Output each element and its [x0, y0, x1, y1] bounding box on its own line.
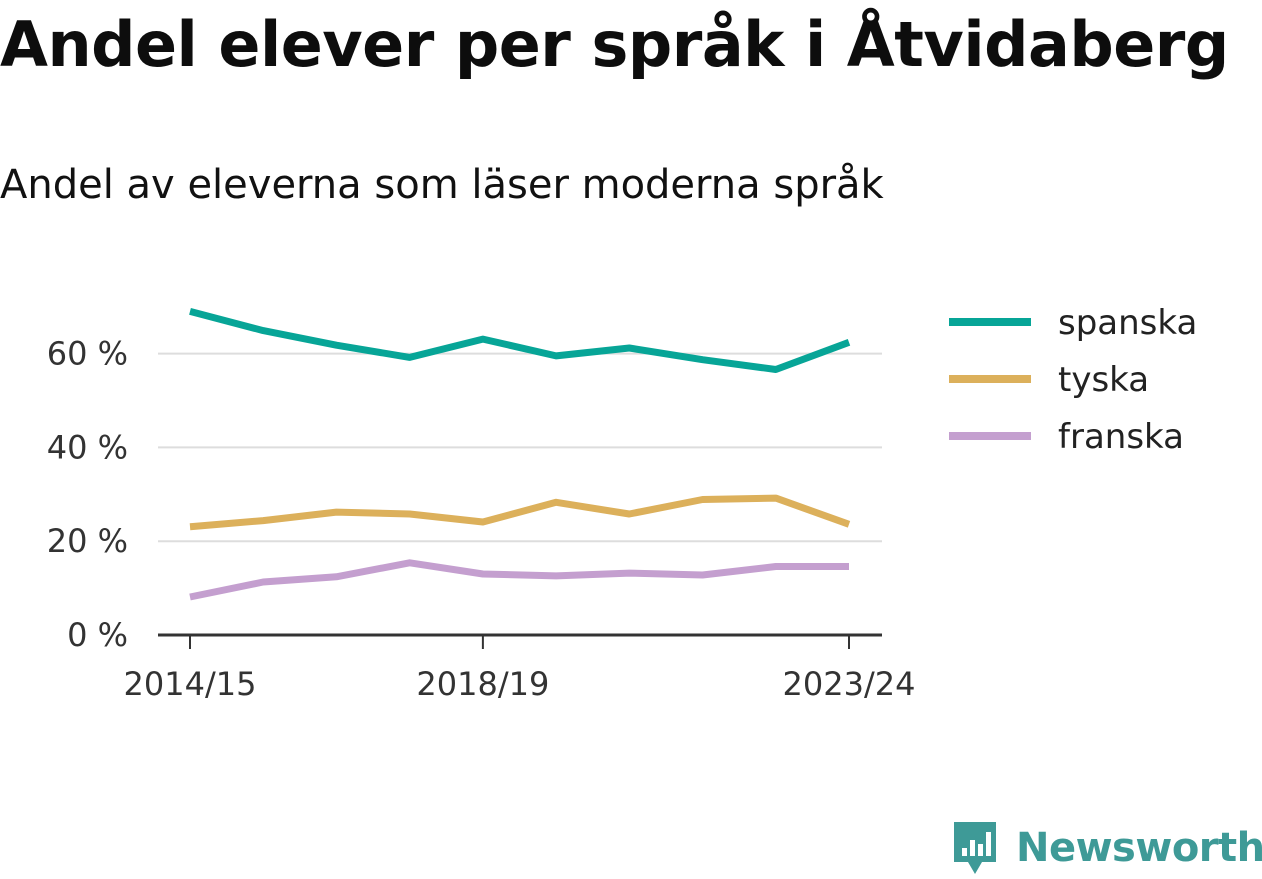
gridlines	[158, 352, 882, 543]
x-tick-label: 2014/15	[124, 665, 257, 703]
y-axis-tick-labels: 0 % 20 % 40 % 60 %	[47, 335, 128, 654]
x-tick-label: 2018/19	[416, 665, 549, 703]
brand-name: Newsworthy	[1016, 825, 1262, 871]
chart-subtitle: Andel av eleverna som läser moderna språ…	[0, 162, 884, 208]
chart-title: Andel elever per språk i Åtvidaberg	[0, 8, 1229, 81]
legend-label-tyska: tyska	[1058, 360, 1149, 400]
y-tick-label: 60 %	[47, 335, 128, 373]
newsworthy-logo-icon	[954, 822, 996, 874]
series-line-franska	[189, 559, 849, 601]
legend: spanska tyska franska	[949, 303, 1197, 457]
x-axis-tick-labels: 2014/15 2018/19 2023/24	[124, 635, 916, 703]
y-tick-label: 20 %	[47, 522, 128, 560]
legend-label-franska: franska	[1058, 417, 1184, 457]
x-tick-label: 2023/24	[783, 665, 916, 703]
series-lines	[189, 308, 851, 601]
newsworthy-logo: Newsworthy	[950, 818, 1262, 878]
series-line-spanska	[189, 308, 851, 373]
y-tick-label: 40 %	[47, 428, 128, 466]
series-line-tyska	[189, 494, 851, 531]
y-tick-label: 0 %	[67, 616, 128, 654]
legend-label-spanska: spanska	[1058, 303, 1197, 343]
